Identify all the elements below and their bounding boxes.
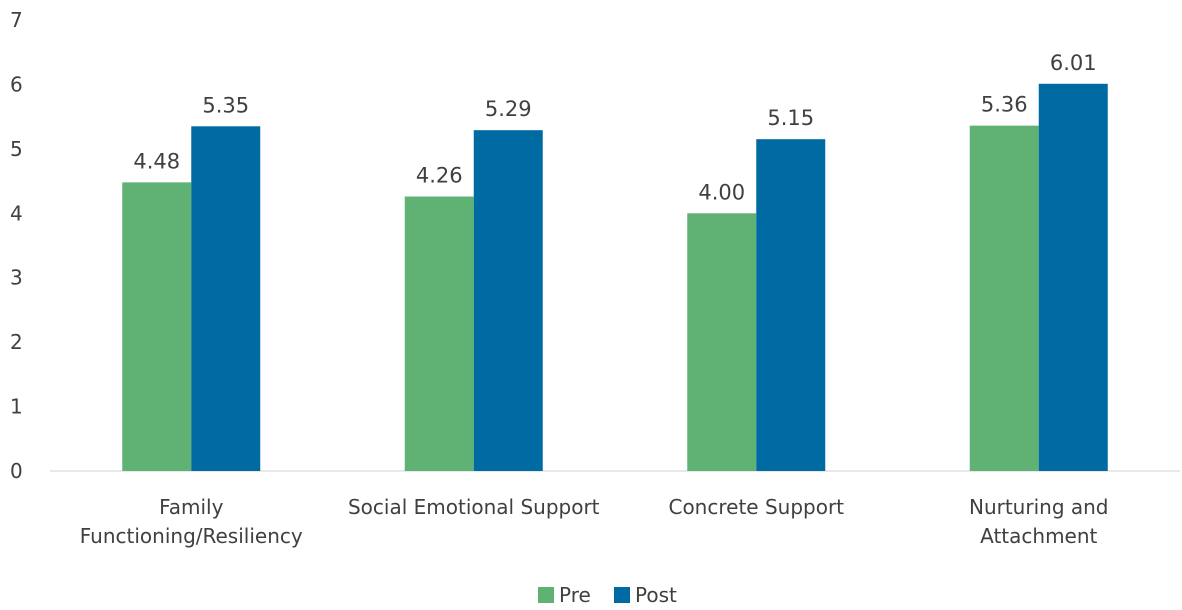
legend-swatch-post	[614, 587, 630, 603]
y-tick-label: 3	[10, 266, 23, 290]
y-tick-label: 5	[10, 137, 23, 161]
category-label: Attachment	[980, 524, 1097, 548]
legend-label-pre: Pre	[559, 583, 591, 607]
legend-swatch-pre	[538, 587, 554, 603]
data-label: 5.15	[767, 106, 814, 130]
category-label: Social Emotional Support	[348, 495, 600, 519]
bars	[122, 83, 1108, 472]
y-tick-label: 6	[10, 72, 23, 96]
y-tick-label: 1	[10, 395, 23, 419]
bar-pre	[122, 182, 192, 472]
y-tick-label: 0	[10, 459, 23, 483]
legend: Pre Post	[538, 583, 677, 607]
data-label: 5.36	[981, 93, 1028, 117]
y-tick-label: 4	[10, 201, 23, 225]
data-label: 4.00	[698, 180, 745, 204]
data-labels: 4.48 5.35 4.26 5.29 4.00 5.15 5.36 6.01	[133, 51, 1096, 205]
legend-label-post: Post	[635, 583, 677, 607]
bar-post	[473, 130, 543, 471]
category-label: Functioning/Resiliency	[80, 524, 303, 548]
bar-pre	[404, 196, 474, 471]
data-label: 5.29	[485, 97, 532, 121]
bar-post	[756, 139, 826, 471]
category-label: Nurturing and	[969, 495, 1109, 519]
category-label: Concrete Support	[668, 495, 844, 519]
data-label: 5.35	[202, 93, 249, 117]
data-label: 6.01	[1050, 51, 1097, 75]
data-label: 4.48	[133, 149, 180, 173]
y-tick-label: 7	[10, 8, 23, 32]
bar-pre	[687, 213, 757, 472]
y-tick-label: 2	[10, 330, 23, 354]
y-axis: 0 1 2 3 4 5 6 7	[10, 8, 23, 483]
category-labels: Family Functioning/Resiliency Social Emoti…	[80, 495, 1109, 548]
category-label: Family	[159, 495, 224, 519]
data-label: 4.26	[416, 164, 463, 188]
bar-pre	[969, 125, 1039, 472]
bar-post	[1038, 83, 1108, 471]
bar-post	[191, 126, 261, 472]
